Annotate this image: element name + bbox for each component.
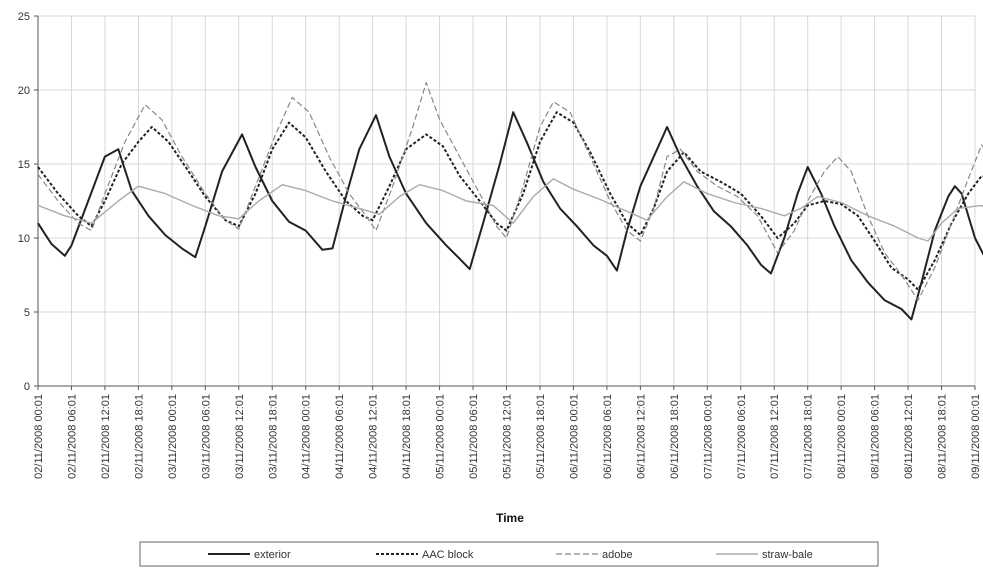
y-tick-label: 5 — [24, 307, 30, 319]
x-tick-label: 03/11/2008 00:01 — [167, 394, 179, 479]
legend-label: AAC block — [422, 549, 474, 561]
x-tick-label: 02/11/2008 12:01 — [100, 394, 112, 479]
legend-label: exterior — [254, 549, 291, 561]
x-tick-label: 03/11/2008 12:01 — [234, 394, 246, 479]
x-tick-label: 05/11/2008 06:01 — [468, 394, 480, 479]
series-line-exterior — [37, 111, 983, 321]
x-tick-label: 08/11/2008 06:01 — [870, 394, 882, 479]
x-tick-label: 03/11/2008 18:01 — [267, 394, 279, 479]
x-tick-label: 05/11/2008 00:01 — [435, 394, 447, 479]
x-tick-label: 04/11/2008 12:01 — [368, 394, 380, 479]
grid-lines — [37, 15, 976, 386]
y-tick-label: 25 — [18, 11, 30, 23]
x-tick-label: 06/11/2008 06:01 — [602, 394, 614, 479]
x-tick-label: 07/11/2008 12:01 — [769, 394, 781, 479]
series-line-aac-block — [37, 111, 983, 291]
series-line-adobe — [37, 82, 983, 301]
x-tick-label: 05/11/2008 18:01 — [535, 394, 547, 479]
x-tick-label: 04/11/2008 00:01 — [301, 394, 313, 479]
legend-label: straw-bale — [762, 549, 813, 561]
x-tick-label: 07/11/2008 00:01 — [702, 394, 714, 479]
x-axis-label: Time — [496, 511, 524, 525]
x-tick-label: 09/11/2008 00:01 — [970, 394, 982, 479]
legend: exterior AAC block adobe straw-bale — [139, 541, 879, 567]
y-tick-label: 20 — [18, 85, 30, 97]
x-tick-label: 02/11/2008 00:01 — [33, 394, 45, 479]
x-tick-label: 07/11/2008 06:01 — [736, 394, 748, 479]
x-tick-label: 07/11/2008 18:01 — [803, 394, 815, 479]
x-tick-label: 08/11/2008 18:01 — [937, 394, 949, 479]
x-tick-label: 04/11/2008 06:01 — [334, 394, 346, 479]
x-tick-label: 02/11/2008 18:01 — [133, 394, 145, 479]
x-tick-label: 02/11/2008 06:01 — [66, 394, 78, 479]
y-tick-label: 0 — [24, 381, 30, 393]
series-group — [37, 82, 983, 321]
x-tick-label: 06/11/2008 00:01 — [568, 394, 580, 479]
x-tick-label: 05/11/2008 12:01 — [502, 394, 514, 479]
x-tick-label: 06/11/2008 12:01 — [635, 394, 647, 479]
legend-label: adobe — [602, 549, 633, 561]
x-axis: 02/11/2008 00:01 02/11/2008 06:01 02/11/20… — [33, 385, 982, 479]
x-tick-label: 08/11/2008 00:01 — [836, 394, 848, 479]
y-tick-label: 15 — [18, 159, 30, 171]
y-tick-label: 10 — [18, 233, 30, 245]
x-tick-label: 08/11/2008 12:01 — [903, 394, 915, 479]
y-axis: 0 5 10 15 20 25 — [18, 11, 39, 393]
x-tick-label: 04/11/2008 18:01 — [401, 394, 413, 479]
series-line-straw-bale — [37, 178, 983, 242]
x-tick-label: 03/11/2008 06:01 — [200, 394, 212, 479]
x-tick-label: 06/11/2008 18:01 — [669, 394, 681, 479]
